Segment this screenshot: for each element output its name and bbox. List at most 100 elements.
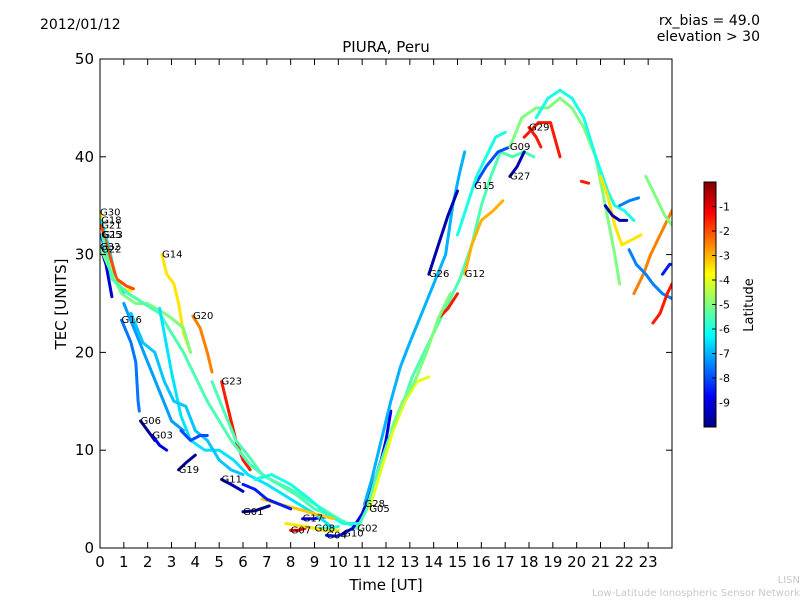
satellite-label-g04: G04	[326, 530, 346, 541]
x-tick-label: 4	[191, 553, 201, 571]
track-42	[129, 311, 245, 477]
track-g03	[150, 434, 169, 452]
satellite-label-g30: G30	[100, 208, 120, 219]
track-g01	[241, 504, 271, 514]
satellite-label-g14: G14	[162, 250, 182, 261]
x-tick-label: 13	[400, 553, 419, 571]
satellite-label-g32: G32	[100, 242, 120, 253]
track-33	[599, 174, 643, 247]
track-49	[284, 522, 340, 532]
x-tick-label: 10	[329, 553, 348, 571]
satellite-label-g05: G05	[369, 504, 389, 515]
satellite-label-g01: G01	[243, 507, 263, 518]
colorbar-tick-label: -8	[719, 372, 730, 385]
x-tick-label: 22	[615, 553, 634, 571]
track-g27	[508, 150, 526, 178]
satellite-label-g03: G03	[152, 431, 172, 442]
receiver-info: rx_bias = 49.0 elevation > 30	[657, 13, 760, 45]
y-tick-label: 40	[75, 148, 94, 166]
satellite-label-g23: G23	[222, 377, 242, 388]
track-g15	[472, 145, 512, 188]
track-34	[603, 204, 629, 222]
colorbar-label: Latitude	[742, 278, 757, 332]
colorbar-ticks: -1 -2 -3 -4 -5 -6 -7 -8 -9	[712, 201, 730, 410]
footer: LISN Low-Latitude Ionospheric Sensor Net…	[592, 574, 800, 600]
track-30	[534, 88, 636, 222]
y-tick-label: 10	[75, 441, 94, 459]
satellite-label-g20: G20	[193, 311, 213, 322]
x-tick-label: 0	[95, 553, 105, 571]
satellite-label-g28: G28	[365, 499, 385, 510]
plot-area	[100, 59, 672, 548]
track-31	[522, 121, 562, 159]
rx-bias-label: rx_bias = 49.0	[658, 13, 760, 29]
date-label: 2012/01/12	[40, 17, 121, 33]
x-tick-label: 16	[472, 553, 491, 571]
x-tick-label: 12	[376, 553, 395, 571]
track-g12	[463, 199, 505, 276]
x-tick-label: 7	[262, 553, 272, 571]
colorbar-tick-label: -1	[719, 201, 730, 214]
satellite-label-g22: G22	[101, 245, 121, 256]
x-tick-label: 18	[519, 553, 538, 571]
satellite-label-g10: G10	[343, 528, 363, 539]
y-tick-label: 0	[84, 539, 94, 557]
colorbar-tick-label: -4	[719, 274, 730, 287]
x-tick-label: 21	[591, 553, 610, 571]
colorbar: -1 -2 -3 -4 -5 -6 -7 -8 -9 Latitude	[703, 181, 757, 428]
satellite-label-g02: G02	[357, 523, 377, 534]
x-tick-label: 14	[424, 553, 443, 571]
satellite-label-g08: G08	[315, 523, 335, 534]
x-axis-label: Time [UT]	[348, 576, 422, 594]
track-35	[618, 196, 641, 208]
x-tick-label: 11	[353, 553, 372, 571]
track-43	[122, 302, 185, 433]
colorbar-tick-label: -5	[719, 299, 730, 312]
satellite-label-g21: G21	[101, 220, 121, 231]
y-axis: 0 10 20 30 40 50	[75, 50, 672, 557]
satellite-label-g27: G27	[510, 171, 530, 182]
satellite-label-g09: G09	[510, 142, 530, 153]
track-44	[210, 380, 328, 516]
colorbar-tick-label: -7	[719, 348, 730, 361]
track-40	[661, 262, 672, 276]
chart-title: PIURA, Peru	[342, 38, 429, 56]
colorbar-tick-label: -9	[719, 397, 730, 410]
x-tick-label: 2	[143, 553, 153, 571]
track-g11	[220, 478, 245, 493]
satellite-label-g17: G17	[303, 514, 323, 525]
satellite-label-g06: G06	[141, 416, 161, 427]
track-g19	[177, 453, 197, 472]
satellite-label-g13: G13	[102, 230, 122, 241]
satellite-label-g29: G29	[529, 122, 549, 133]
y-axis-label: TEC [UNITS]	[52, 259, 70, 351]
track-46	[253, 473, 359, 525]
track-37	[627, 248, 672, 301]
elevation-label: elevation > 30	[656, 29, 760, 45]
track-g02	[355, 150, 536, 530]
x-tick-label: 5	[214, 553, 224, 571]
series-layer	[100, 88, 672, 538]
satellite-label-g16: G16	[121, 315, 141, 326]
x-tick-label: 20	[567, 553, 586, 571]
colorbar-tick-label: -6	[719, 323, 730, 336]
track-g21	[100, 223, 135, 291]
track-g05	[367, 375, 431, 511]
satellite-label-g19: G19	[179, 465, 199, 476]
x-tick-label: 6	[238, 553, 248, 571]
satellite-label-g18: G18	[101, 215, 121, 226]
track-g07	[289, 526, 307, 532]
track-32	[579, 179, 591, 185]
y-tick-label: 50	[75, 50, 94, 68]
satellite-label-g11: G11	[222, 475, 242, 486]
x-tick-label: 1	[119, 553, 129, 571]
x-tick-label: 23	[639, 553, 658, 571]
track-41	[158, 306, 336, 530]
footer-abbr: LISN	[777, 575, 800, 586]
satellite-label-g15: G15	[474, 181, 494, 192]
track-52	[389, 292, 452, 433]
track-48	[241, 482, 293, 511]
satellite-label-g07: G07	[291, 525, 311, 536]
